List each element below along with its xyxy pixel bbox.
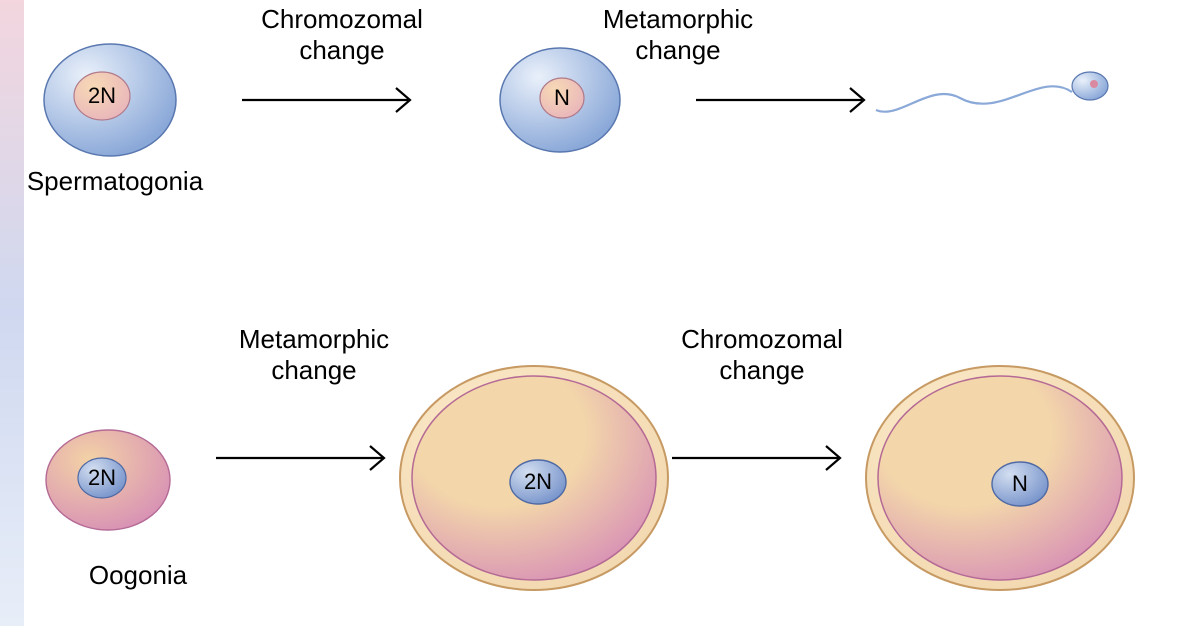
spermatozoon-icon xyxy=(0,0,1197,200)
arrow-meta-bot xyxy=(214,444,398,472)
oocyte-large-n: N xyxy=(861,361,1139,595)
svg-text:N: N xyxy=(1012,471,1028,496)
arrow-chromo-bot xyxy=(670,444,854,472)
svg-text:2N: 2N xyxy=(524,469,552,494)
oocyte-large-2n: 2N xyxy=(395,361,673,595)
label-chromozomal-bot: Chromozomal change xyxy=(652,324,872,386)
arrow-meta-top xyxy=(694,86,878,114)
label-oogonia: Oogonia xyxy=(68,560,208,591)
svg-text:2N: 2N xyxy=(88,465,116,490)
diagram-stage: Chromozomal change Metamorphic change Sp… xyxy=(0,0,1197,626)
arrow-chromo-top xyxy=(240,86,424,114)
oogonia-cell-2n: 2N xyxy=(42,426,174,534)
label-metamorphic-bot: Metamorphic change xyxy=(204,324,424,386)
